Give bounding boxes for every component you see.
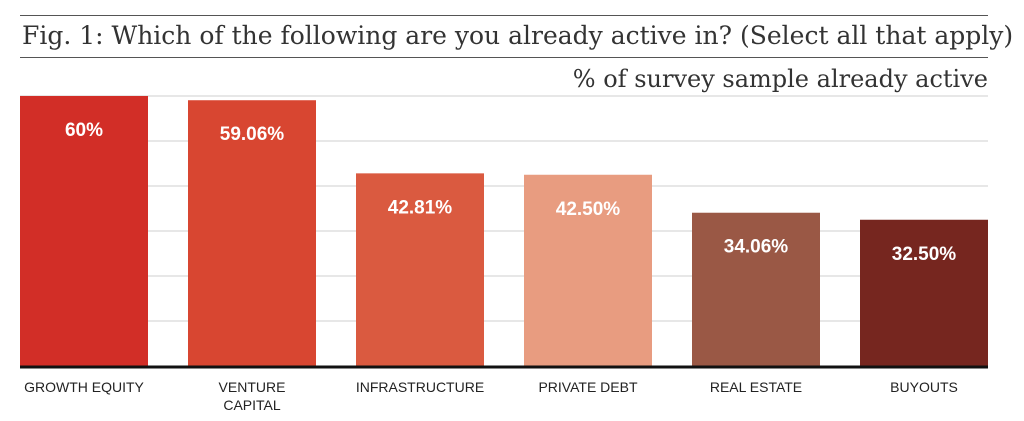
bar-value-label: 59.06% xyxy=(220,124,285,145)
category-label: VENTURE xyxy=(219,379,286,395)
title-rule xyxy=(20,57,988,58)
bar-real-estate xyxy=(692,212,820,366)
bars xyxy=(20,96,988,366)
category-labels: GROWTH EQUITY VENTURE CAPITAL INFRASTRUCTUR… xyxy=(24,379,958,413)
bar-value-label: 42.81% xyxy=(388,197,453,218)
bar-private-debt xyxy=(524,174,652,366)
chart-title: Fig. 1: Which of the following are you a… xyxy=(22,21,1014,50)
bar-growth-equity xyxy=(20,96,148,366)
category-label: GROWTH EQUITY xyxy=(24,379,144,395)
category-label: CAPITAL xyxy=(223,397,281,413)
bar-buyouts xyxy=(860,219,988,366)
bar-value-label: 32.50% xyxy=(892,244,957,265)
bar-infrastructure xyxy=(356,173,484,366)
gridlines xyxy=(20,95,988,322)
bar-venture-capital xyxy=(188,100,316,366)
category-label: PRIVATE DEBT xyxy=(538,379,638,395)
value-labels: 60% 59.06% 42.81% 42.50% 34.06% 32.50% xyxy=(65,120,956,265)
bar-value-label: 34.06% xyxy=(724,237,789,258)
category-label: INFRASTRUCTURE xyxy=(356,379,484,395)
bar-value-label: 60% xyxy=(65,120,103,141)
bar-value-label: 42.50% xyxy=(556,199,621,220)
chart-subtitle: % of survey sample already active xyxy=(572,65,988,93)
top-rule xyxy=(20,15,988,16)
category-label: REAL ESTATE xyxy=(710,379,802,395)
category-label: BUYOUTS xyxy=(890,379,958,395)
